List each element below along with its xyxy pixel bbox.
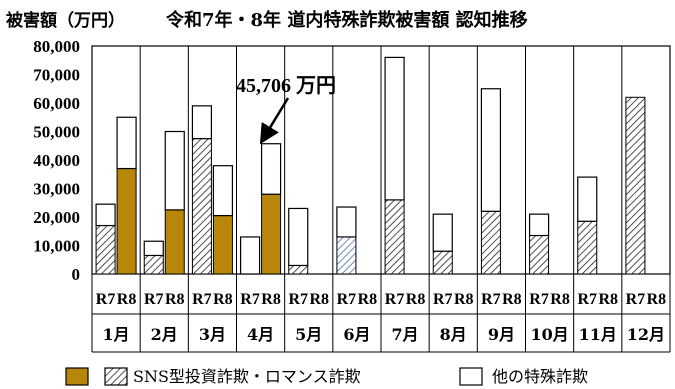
bar-r7-sns: [480, 210, 501, 275]
year-label-r7: R7: [288, 291, 308, 308]
year-label-r7: R7: [337, 291, 357, 308]
year-label-r8: R8: [165, 291, 185, 308]
bar-r7-other: [239, 236, 261, 275]
bar-r7-other: [191, 105, 213, 140]
month-label: 11月: [579, 325, 617, 344]
y-tick-label: 20,000: [33, 208, 80, 227]
bar-r7-other: [480, 88, 502, 212]
year-label-r7: R7: [96, 291, 116, 308]
bar-r7-sns: [336, 236, 357, 275]
bar-r7-sns: [432, 250, 453, 275]
year-label-r7: R7: [577, 291, 597, 308]
year-label-r7: R7: [144, 291, 164, 308]
bar-r7-sns: [577, 220, 598, 275]
month-label: 6月: [343, 325, 370, 344]
bar-r7-sns: [143, 254, 164, 275]
y-tick-label: 80,000: [33, 37, 80, 56]
bar-r8-other: [212, 165, 234, 217]
y-axis: 80,000 70,000 60,000 50,000 40,000 30,000 20,0…: [33, 37, 80, 284]
bar-r7-other: [143, 240, 164, 257]
legend-swatch-r8-sns: [65, 367, 89, 386]
month-label: 5月: [295, 325, 322, 344]
month-label: 10月: [530, 325, 568, 344]
legend-label-sns-romance: SNS型投資詐欺・ロマンス詐欺: [133, 367, 361, 386]
y-axis-label: 被害額（万円）: [6, 10, 125, 31]
legend-swatch-other: [459, 367, 483, 386]
bar-r7-sns: [625, 96, 646, 275]
bar-r8-sns: [212, 215, 233, 275]
year-label-r8: R8: [117, 291, 137, 308]
month-label: 2月: [151, 325, 178, 344]
bar-r7-sns: [95, 225, 116, 275]
y-tick-label: 30,000: [33, 180, 80, 199]
year-label-r7: R7: [192, 291, 212, 308]
month-label: 9月: [488, 325, 515, 344]
month-label: 1月: [103, 325, 130, 344]
bar-r8-other: [260, 143, 282, 195]
bar-r7-other: [577, 176, 598, 222]
bar-r7-other: [528, 213, 550, 237]
y-tick-label: 40,000: [33, 151, 80, 170]
bar-r7-other: [336, 206, 357, 238]
year-label-r7: R7: [385, 291, 405, 308]
year-label-r7: R7: [529, 291, 549, 308]
year-label-r7: R7: [240, 291, 260, 308]
plot-area: [91, 45, 671, 275]
y-tick-label: 70,000: [33, 66, 80, 85]
bar-r7-sns: [529, 235, 550, 275]
y-tick-label: 50,000: [33, 123, 80, 142]
legend: SNS型投資詐欺・ロマンス詐欺 他の特殊詐欺: [65, 367, 588, 386]
month-label: 12月: [627, 325, 665, 344]
bar-r8-sns: [261, 193, 282, 275]
year-label-r8: R8: [309, 291, 329, 308]
year-label-r8: R8: [358, 291, 378, 308]
y-tick-label: 0: [72, 265, 81, 284]
year-label-r8: R8: [213, 291, 233, 308]
bar-r7-other: [95, 203, 116, 227]
year-label-r8: R8: [261, 291, 281, 308]
year-label-r7: R7: [626, 291, 646, 308]
month-label: 7月: [392, 325, 419, 344]
year-label-r8: R8: [647, 291, 667, 308]
legend-label-other: 他の特殊詐欺: [492, 367, 588, 386]
bar-r8-sns: [116, 168, 137, 275]
bar-r7-other: [432, 213, 453, 252]
y-tick-label: 60,000: [33, 94, 80, 113]
chart-title: 令和7年・8年 道内特殊詐欺被害額 認知推移: [165, 9, 528, 31]
year-label-r7: R7: [481, 291, 501, 308]
bar-r7-other: [384, 56, 405, 201]
month-label: 4月: [247, 325, 274, 344]
bar-r8-other: [164, 130, 185, 211]
year-label-r8: R8: [502, 291, 522, 308]
year-label-r7: R7: [433, 291, 453, 308]
year-label-r8: R8: [598, 291, 618, 308]
bar-r7-sns: [191, 138, 212, 275]
annotation-arrow: [259, 97, 290, 145]
y-tick-label: 10,000: [33, 237, 80, 256]
bar-r7-sns: [384, 199, 405, 275]
legend-swatch-hatch: [104, 367, 128, 386]
month-label: 3月: [199, 325, 226, 344]
year-label-r8: R8: [454, 291, 474, 308]
month-label: 8月: [440, 325, 467, 344]
annotation-label: 45,706 万円: [236, 75, 336, 97]
bar-r7-other: [288, 207, 309, 267]
bar-r8-other: [116, 116, 137, 170]
bar-r8-sns: [164, 209, 185, 275]
year-label-r8: R8: [550, 291, 570, 308]
bar-r7-sns: [288, 264, 309, 275]
year-label-r8: R8: [406, 291, 426, 308]
